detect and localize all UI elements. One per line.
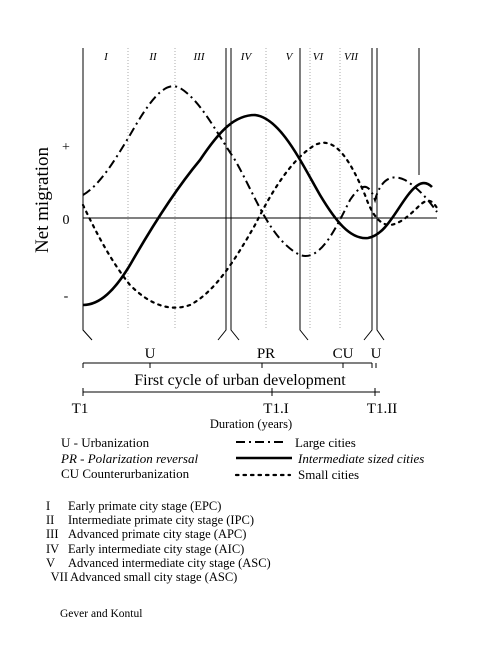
phase-label-u2: U — [371, 346, 382, 362]
legend-entry-polarization: PR - Polarization reversal — [61, 451, 199, 466]
cycle-label: First cycle of urban development — [134, 372, 346, 389]
y-tick-zero: 0 — [63, 213, 70, 228]
stage-list-item: II Intermediate primate city stage (IPC) — [46, 513, 255, 528]
stage-boundary — [363, 48, 373, 341]
phase-label-cu: CU — [333, 346, 354, 362]
stage-list-item: VII Advanced small city stage (ASC) — [50, 570, 238, 585]
x-axis-label: Duration (years) — [210, 417, 292, 431]
credit-text: Gever and Kontul — [60, 608, 143, 620]
stage-label-5: V — [286, 51, 294, 63]
time-axis — [82, 388, 380, 396]
legend-entry-counterurbanization: CU Counterurbanization — [61, 466, 190, 481]
stage-boundary — [230, 48, 240, 341]
phase-labels: U PR CU U — [145, 346, 382, 362]
phase-bracket — [82, 362, 377, 368]
legend-label-intermediate: Intermediate sized cities — [298, 451, 425, 466]
stage-boundary — [299, 48, 309, 341]
stage-list-item: IV Early intermediate city stage (AIC) — [46, 541, 245, 556]
stage-label-2: II — [148, 51, 158, 63]
time-tick-t1: T1 — [72, 401, 89, 417]
stage-labels: I II III IV V VI VII — [103, 51, 359, 63]
time-tick-t1-i: T1.I — [263, 401, 288, 417]
legend-entry-urbanization: U - Urbanization — [61, 435, 150, 450]
phase-label-u: U — [145, 346, 156, 362]
stage-label-7: VII — [344, 51, 359, 63]
series-intermediate-cities — [82, 113, 433, 307]
legend-label-small: Small cities — [298, 467, 360, 482]
stage-boundary-left — [82, 48, 93, 341]
stage-label-1: I — [103, 51, 109, 63]
stage-label-4: IV — [240, 51, 253, 63]
legend-label-large: Large cities — [295, 435, 356, 450]
stage-list-item: V Advanced intermediate city stage (ASC) — [46, 555, 271, 570]
stage-dividers — [127, 48, 341, 330]
series-small-cities — [81, 141, 439, 309]
stage-list-item: III Advanced primate city stage (APC) — [46, 527, 247, 542]
stage-list: I Early primate city stage (EPC) II Interm… — [46, 499, 271, 584]
y-axis-label: Net migration — [32, 146, 53, 253]
stage-label-3: III — [193, 51, 206, 63]
time-ticks: T1 T1.I T1.II — [72, 401, 398, 417]
y-tick-minus: - — [64, 289, 69, 304]
stage-columns — [82, 48, 420, 341]
stage-boundary — [217, 48, 227, 341]
series-large-cities — [82, 85, 438, 257]
y-tick-plus: + — [62, 140, 70, 155]
stage-boundary — [376, 48, 385, 341]
time-tick-t1-ii: T1.II — [367, 401, 397, 417]
stage-list-item: I Early primate city stage (EPC) — [46, 499, 222, 513]
phase-label-pr: PR — [257, 346, 275, 362]
stage-label-6: VI — [313, 51, 325, 63]
